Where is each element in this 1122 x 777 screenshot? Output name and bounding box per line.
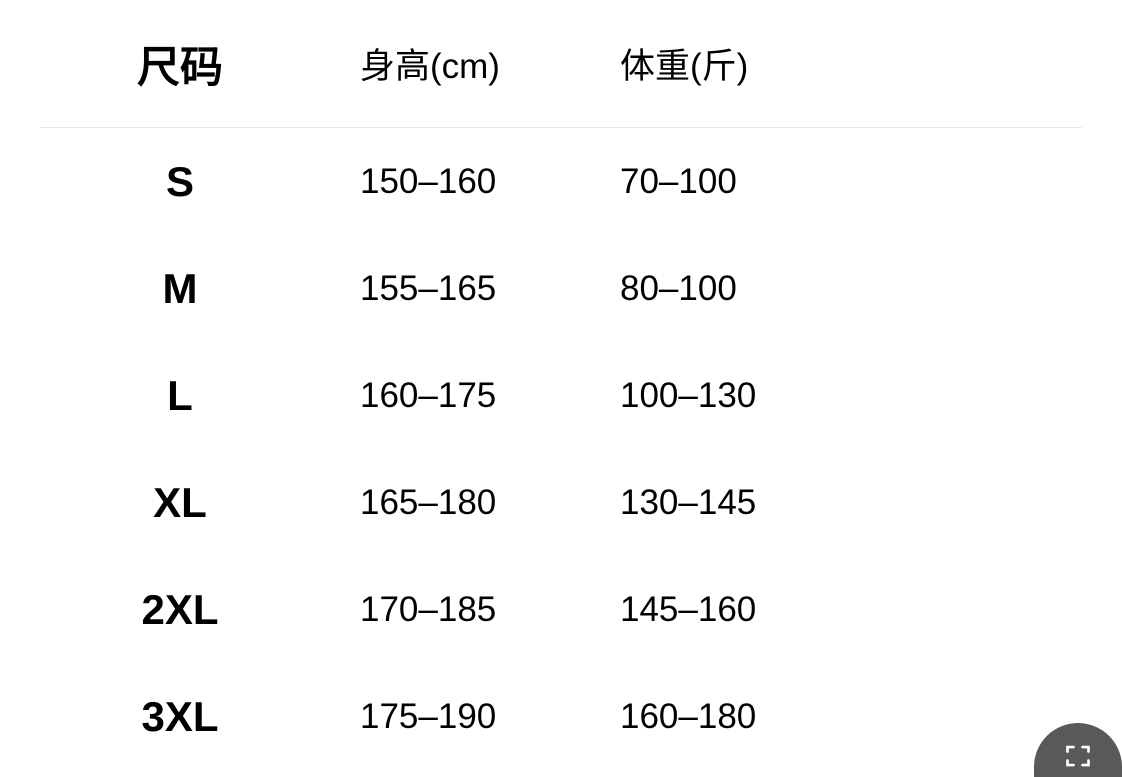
cell-weight: 130–145 — [560, 483, 820, 523]
table-header-row: 尺码 身高(cm) 体重(斤) — [40, 0, 1082, 128]
cell-size: L — [40, 372, 300, 420]
cell-height: 165–180 — [300, 483, 560, 523]
cell-size: 2XL — [40, 586, 300, 634]
cell-weight: 70–100 — [560, 162, 820, 202]
scan-icon — [1058, 741, 1098, 771]
cell-height: 155–165 — [300, 269, 560, 309]
table-row: XL 165–180 130–145 — [40, 449, 1082, 556]
table-row: 2XL 170–185 145–160 — [40, 556, 1082, 663]
table-row: M 155–165 80–100 — [40, 235, 1082, 342]
cell-weight: 80–100 — [560, 269, 820, 309]
cell-weight: 160–180 — [560, 697, 820, 737]
cell-size: XL — [40, 479, 300, 527]
header-size: 尺码 — [40, 33, 300, 95]
table-row: L 160–175 100–130 — [40, 342, 1082, 449]
size-table-container: 尺码 身高(cm) 体重(斤) S 150–160 70–100 M 155–1… — [0, 0, 1122, 777]
cell-weight: 145–160 — [560, 590, 820, 630]
size-table: 尺码 身高(cm) 体重(斤) S 150–160 70–100 M 155–1… — [0, 0, 1122, 770]
cell-size: S — [40, 158, 300, 206]
table-row: S 150–160 70–100 — [40, 128, 1082, 235]
table-row: 3XL 175–190 160–180 — [40, 663, 1082, 770]
cell-size: M — [40, 265, 300, 313]
header-weight: 体重(斤) — [560, 38, 820, 89]
cell-height: 160–175 — [300, 376, 560, 416]
cell-height: 170–185 — [300, 590, 560, 630]
header-height: 身高(cm) — [300, 38, 560, 89]
cell-height: 175–190 — [300, 697, 560, 737]
cell-height: 150–160 — [300, 162, 560, 202]
cell-weight: 100–130 — [560, 376, 820, 416]
cell-size: 3XL — [40, 693, 300, 741]
